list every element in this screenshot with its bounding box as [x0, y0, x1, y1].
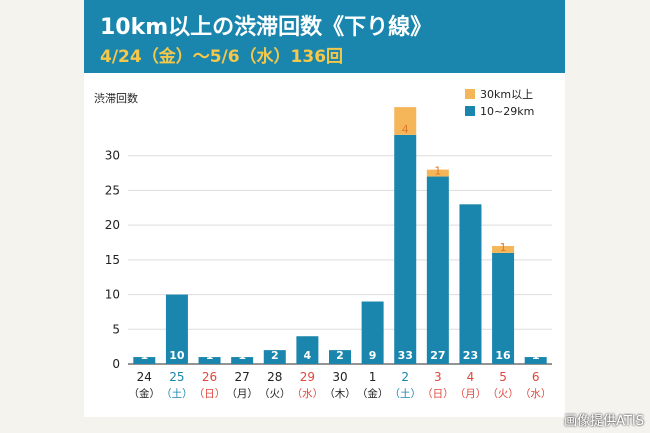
- legend-swatch: [465, 89, 475, 99]
- bar-value-label: 1: [238, 349, 246, 362]
- bar-value-label: 16: [495, 349, 511, 362]
- chart-panel: 渋滞回数 0 5 10 15 20 25 30 30km以上 10~29km 1 24 （金） 10 25 （…: [84, 73, 565, 417]
- x-tick-day: 24: [137, 370, 152, 384]
- chart-subtitle: 4/24（金）～5/6（水）136回: [100, 47, 344, 67]
- bar-10-29km: [361, 301, 384, 364]
- x-tick-day: 28: [267, 370, 282, 384]
- y-tick-label: 30: [105, 149, 120, 163]
- x-tick-weekday: （土）: [161, 387, 193, 400]
- bar-10-29km: [459, 204, 482, 364]
- y-tick-label: 20: [105, 218, 120, 232]
- x-tick-weekday: （金）: [357, 387, 389, 400]
- x-tick-weekday: （月）: [226, 388, 258, 400]
- bar-chart: 渋滞回数05101520253030km以上10~29km124（金）1025（…: [94, 88, 552, 400]
- legend-label: 10~29km: [480, 105, 534, 118]
- x-tick-day: 29: [300, 370, 315, 384]
- bar-10-29km: [231, 357, 254, 364]
- bar-value-label: 2: [271, 349, 279, 362]
- x-tick-day: 27: [235, 370, 250, 384]
- x-tick-weekday: （日）: [194, 388, 226, 400]
- x-tick-day: 25: [169, 370, 184, 384]
- bar-value-label: 4: [304, 349, 312, 362]
- x-tick-weekday: （日）: [422, 388, 454, 400]
- bar-30km-plus: [394, 107, 417, 135]
- chart-header: 10km以上の渋滞回数《下り線》 4/24（金）～5/6（水）136回: [84, 0, 565, 73]
- x-tick-weekday: （金）: [129, 387, 161, 400]
- x-tick-day: 2: [401, 370, 409, 384]
- bar-10-29km: [198, 357, 221, 364]
- x-tick-weekday: （火）: [259, 388, 291, 400]
- bar-30km-plus: [426, 169, 449, 177]
- bar-30km-plus-value-label: 1: [434, 165, 441, 178]
- x-tick-weekday: （水）: [292, 388, 324, 400]
- bar-10-29km: [394, 134, 417, 364]
- bar-value-label: 10: [169, 349, 185, 362]
- x-tick-weekday: （水）: [520, 388, 552, 400]
- bar-10-29km: [426, 176, 449, 364]
- x-tick-day: 26: [202, 370, 217, 384]
- bar-10-29km: [329, 350, 351, 364]
- x-tick-day: 4: [467, 370, 475, 384]
- x-tick-weekday: （火）: [487, 388, 518, 400]
- bar-value-label: 1: [206, 349, 214, 362]
- bar-10-29km: [165, 294, 188, 364]
- x-tick-day: 6: [532, 370, 540, 384]
- image-credit: 画像提供ATIS: [564, 414, 644, 429]
- bar-10-29km: [133, 357, 156, 364]
- legend-swatch: [465, 106, 475, 116]
- y-tick-label: 15: [105, 253, 120, 267]
- x-tick-weekday: （月）: [455, 388, 487, 400]
- bar-30km-plus: [492, 245, 515, 253]
- y-tick-label: 25: [105, 183, 120, 197]
- bar-30km-plus-value-label: 4: [402, 123, 409, 136]
- x-tick-weekday: （土）: [389, 387, 421, 400]
- y-tick-label: 5: [112, 322, 120, 336]
- bar-10-29km: [524, 357, 547, 364]
- y-tick-label: 0: [112, 357, 120, 371]
- bar-value-label: 1: [532, 349, 540, 362]
- y-tick-label: 10: [105, 288, 120, 302]
- x-tick-day: 30: [332, 370, 347, 384]
- bar-10-29km: [263, 350, 286, 364]
- x-tick-day: 1: [369, 370, 377, 384]
- legend-label: 30km以上: [480, 88, 533, 101]
- x-tick-day: 3: [434, 370, 442, 384]
- bar-30km-plus-value-label: 1: [500, 241, 507, 254]
- x-tick-day: 5: [499, 370, 507, 384]
- bar-10-29km: [492, 252, 515, 364]
- bar-value-label: 23: [463, 349, 478, 362]
- bar-value-label: 27: [430, 349, 445, 362]
- bar-value-label: 9: [369, 349, 377, 362]
- bar-value-label: 33: [398, 349, 413, 362]
- chart-title: 10km以上の渋滞回数《下り線》: [100, 15, 433, 40]
- bar-10-29km: [296, 336, 319, 364]
- bar-value-label: 1: [140, 349, 148, 362]
- y-axis-label: 渋滞回数: [94, 92, 138, 105]
- x-tick-weekday: （木）: [324, 388, 356, 400]
- bar-value-label: 2: [336, 349, 344, 362]
